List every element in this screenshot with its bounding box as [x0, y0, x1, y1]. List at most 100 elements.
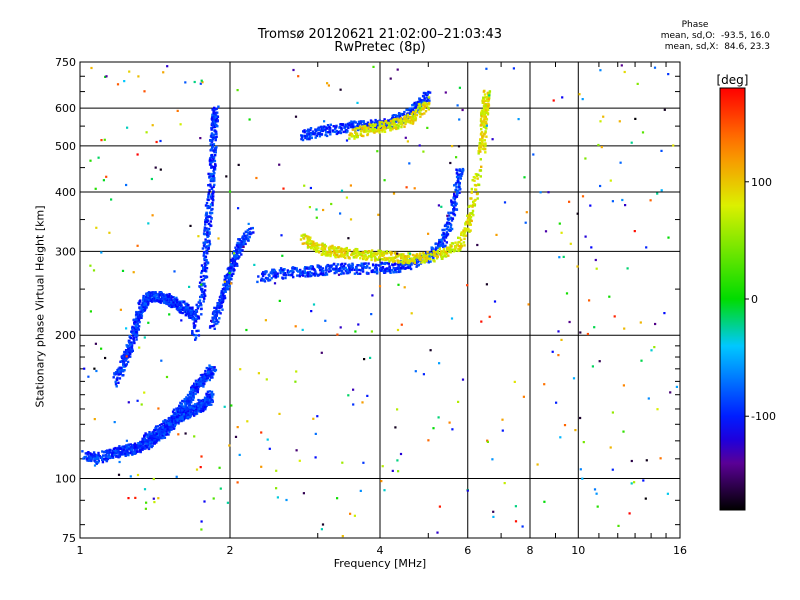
x-mode-point	[475, 174, 479, 177]
o-mode-point	[445, 231, 448, 235]
o-mode-point	[185, 411, 188, 415]
noise-point	[89, 264, 92, 267]
o-mode-point	[269, 271, 272, 274]
o-mode-point	[156, 433, 159, 437]
o-mode-point	[328, 270, 331, 273]
x-mode-point	[442, 249, 446, 252]
noise-point	[645, 246, 648, 249]
o-mode-point	[203, 258, 206, 262]
noise-point	[173, 270, 176, 273]
o-mode-point	[97, 451, 100, 455]
noise-point	[568, 200, 571, 203]
o-mode-point	[243, 239, 246, 243]
o-mode-point	[88, 457, 91, 460]
o-mode-point	[206, 231, 209, 234]
o-mode-point	[135, 311, 138, 314]
o-mode-point	[208, 401, 211, 404]
o-mode-point	[205, 400, 208, 403]
noise-point	[611, 411, 614, 414]
x-mode-point	[388, 124, 392, 127]
phase-stat-o: mean, sd,O: -93.5, 16.0	[660, 31, 770, 41]
o-mode-point	[199, 382, 203, 385]
o-mode-point	[171, 296, 174, 299]
o-mode-point	[135, 338, 138, 341]
x-mode-point	[383, 130, 387, 133]
x-mode-point	[349, 132, 352, 135]
o-mode-point	[179, 401, 182, 405]
noise-point	[524, 221, 527, 224]
o-mode-point	[398, 115, 402, 118]
o-mode-point	[455, 185, 458, 189]
o-mode-point	[212, 124, 215, 128]
noise-point	[653, 66, 657, 69]
o-mode-point	[211, 146, 214, 149]
o-mode-point	[240, 253, 243, 256]
o-mode-point	[107, 453, 111, 457]
x-mode-point	[463, 231, 467, 234]
o-mode-point	[120, 453, 123, 456]
o-mode-point	[208, 243, 212, 246]
o-mode-point	[179, 306, 182, 310]
noise-point	[581, 477, 584, 480]
o-mode-point	[176, 301, 179, 305]
o-mode-point	[136, 444, 140, 447]
x-mode-point	[351, 128, 355, 131]
o-mode-point	[246, 229, 249, 232]
o-mode-point	[274, 271, 277, 274]
noise-point	[656, 192, 659, 195]
o-mode-point	[189, 408, 193, 411]
noise-point	[295, 370, 298, 373]
o-mode-point	[221, 287, 225, 291]
o-mode-point	[202, 385, 205, 388]
o-mode-point	[188, 395, 191, 399]
noise-point	[438, 505, 441, 508]
noise-point	[656, 408, 659, 411]
x-mode-point	[393, 122, 397, 126]
noise-point	[609, 446, 612, 449]
noise-point	[396, 408, 399, 411]
o-mode-point	[453, 192, 456, 196]
noise-point	[102, 179, 105, 182]
o-mode-point	[141, 437, 144, 440]
noise-point	[151, 124, 154, 127]
o-mode-point	[208, 396, 212, 399]
o-mode-point	[432, 257, 435, 260]
x-mode-point	[475, 192, 479, 196]
o-mode-point	[175, 416, 178, 419]
noise-point	[294, 115, 298, 118]
o-mode-point	[194, 409, 197, 413]
noise-point	[418, 107, 421, 110]
o-mode-point	[328, 125, 331, 129]
o-mode-point	[217, 302, 220, 306]
o-mode-point	[452, 212, 456, 216]
o-mode-point	[196, 305, 199, 308]
noise-point	[555, 401, 558, 404]
noise-point	[357, 323, 360, 326]
o-mode-point	[372, 270, 375, 273]
x-mode-point	[444, 250, 447, 253]
o-mode-point	[348, 270, 351, 274]
o-mode-point	[203, 399, 207, 402]
o-mode-point	[204, 238, 207, 241]
x-mode-point	[329, 254, 332, 258]
o-mode-point	[206, 205, 209, 208]
o-mode-point	[174, 419, 177, 423]
x-mode-point	[418, 110, 421, 114]
noise-point	[383, 489, 386, 492]
x-mode-point	[408, 259, 412, 262]
o-mode-point	[458, 175, 462, 179]
o-mode-point	[461, 170, 464, 174]
x-mode-point	[391, 119, 394, 123]
noise-point	[562, 255, 565, 258]
o-mode-point	[314, 128, 317, 131]
x-mode-point	[403, 117, 406, 120]
o-mode-point	[238, 238, 241, 241]
noise-point	[199, 137, 202, 140]
x-mode-point	[358, 125, 362, 128]
o-mode-point	[221, 301, 224, 304]
o-mode-point	[187, 311, 191, 314]
o-mode-point	[204, 219, 207, 222]
o-mode-point	[362, 120, 365, 123]
o-mode-point	[153, 296, 156, 299]
colorbar-tick-label: -100	[751, 410, 776, 423]
